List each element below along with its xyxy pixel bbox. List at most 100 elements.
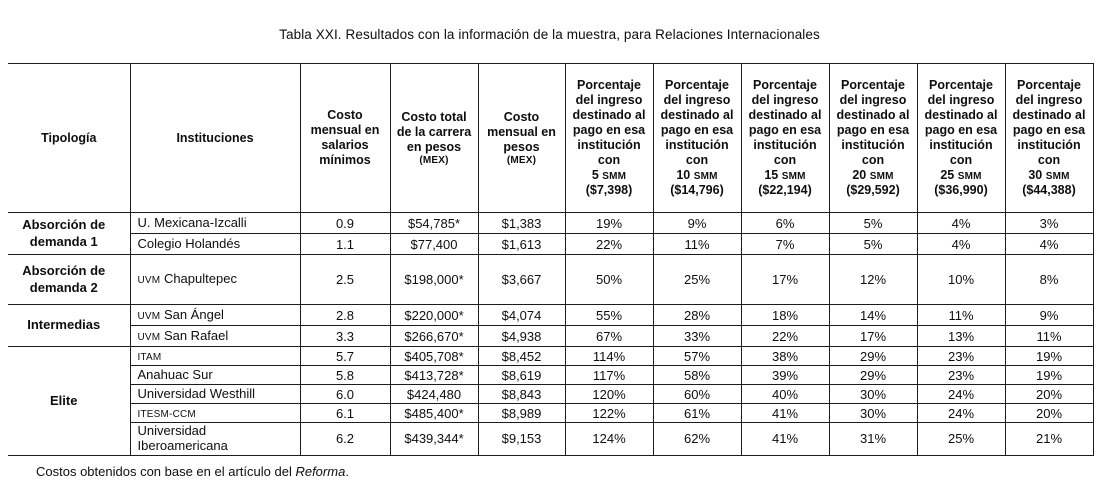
costo-mensual-cell: $8,452 xyxy=(477,346,566,366)
footnote-source: Reforma xyxy=(295,463,346,479)
institution-abbrev: UVM xyxy=(137,275,161,287)
table-row: Absorción de demanda 2 UVM Chapultepec 2… xyxy=(8,254,1094,305)
typology-cell: Absorción de demanda 2 xyxy=(8,254,131,305)
pct-cell: 7% xyxy=(740,233,830,255)
institution-abbrev: UVM xyxy=(137,310,161,322)
table-row: UVM San Rafael 3.3 $266,670* $4,938 67% … xyxy=(8,325,1094,347)
column-header-pct-10smm: Porcentaje del ingreso destinado al pago… xyxy=(652,63,742,213)
pct-cell: 19% xyxy=(1004,346,1094,366)
column-header-costo-salarios: Costo mensual en salarios mínimos xyxy=(299,63,391,213)
unit-mex: (MEX) xyxy=(419,154,449,166)
column-header-instituciones: Instituciones xyxy=(129,63,301,213)
pct-cell: 41% xyxy=(740,422,830,456)
pct-cell: 12% xyxy=(828,254,918,305)
table-header: Tipología Instituciones Costo mensual en… xyxy=(8,63,1094,213)
pct-cell: 20% xyxy=(1004,384,1094,404)
pct-cell: 25% xyxy=(652,254,742,305)
institution-abbrev: UVM xyxy=(137,331,161,343)
costo-mensual-cell: $3,667 xyxy=(477,254,566,305)
pct-cell: 41% xyxy=(740,403,830,423)
pct-cell: 6% xyxy=(740,212,830,234)
salarios-cell: 6.0 xyxy=(299,384,391,404)
pct-cell: 23% xyxy=(916,365,1006,385)
pct-cell: 14% xyxy=(828,304,918,326)
pct-cell: 124% xyxy=(564,422,654,456)
pct-cell: 29% xyxy=(828,346,918,366)
institution-name: Colegio Holandés xyxy=(137,235,241,251)
pct-cell: 19% xyxy=(1004,365,1094,385)
pct-cell: 3% xyxy=(1004,212,1094,234)
pct-cell: 10% xyxy=(916,254,1006,305)
typology-cell: Intermedias xyxy=(8,304,131,347)
pct-cell: 120% xyxy=(564,384,654,404)
salarios-cell: 0.9 xyxy=(299,212,391,234)
pct-cell: 19% xyxy=(564,212,654,234)
pct-cell: 40% xyxy=(740,384,830,404)
pct-cell: 50% xyxy=(564,254,654,305)
institution-cell: Colegio Holandés xyxy=(129,233,301,255)
institution-name: Universidad Westhill xyxy=(137,385,256,401)
institution-cell: Anahuac Sur xyxy=(129,365,301,385)
pct-cell: 117% xyxy=(564,365,654,385)
pct-cell: 20% xyxy=(1004,403,1094,423)
institution-name: San Ángel xyxy=(160,306,224,322)
pct-cell: 8% xyxy=(1004,254,1094,305)
table-row: Colegio Holandés 1.1 $77,400 $1,613 22% … xyxy=(8,233,1094,255)
salarios-cell: 5.7 xyxy=(299,346,391,366)
salarios-cell: 6.1 xyxy=(299,403,391,423)
costo-total-cell: $220,000* xyxy=(389,304,479,326)
institution-cell: ITAM xyxy=(129,346,301,366)
table-row: Anahuac Sur 5.8 $413,728* $8,619 117% 58… xyxy=(8,365,1094,385)
costo-total-cell: $413,728* xyxy=(389,365,479,385)
costo-mensual-cell: $8,619 xyxy=(477,365,566,385)
table-title: Tabla XXI. Resultados con la información… xyxy=(279,27,820,42)
salarios-cell: 6.2 xyxy=(299,422,391,456)
costo-mensual-cell: $8,843 xyxy=(477,384,566,404)
institution-cell: Universidad Iberoamericana xyxy=(129,422,301,456)
institution-name: Universidad Iberoamericana xyxy=(137,423,228,453)
column-header-costo-total: Costo total de la carrera en pesos (MEX) xyxy=(389,63,479,213)
unit-mex: (MEX) xyxy=(506,154,537,166)
pct-cell: 17% xyxy=(828,325,918,347)
footnote-text: Costos obtenidos con base en el artículo… xyxy=(36,463,296,479)
institution-name: San Rafael xyxy=(160,327,229,343)
institution-cell: U. Mexicana-Izcalli xyxy=(129,212,301,234)
costo-mensual-cell: $1,613 xyxy=(477,233,566,255)
institution-cell: UVM Chapultepec xyxy=(129,254,301,305)
column-header-pct-20smm: Porcentaje del ingreso destinado al pago… xyxy=(828,63,918,213)
table-row: Elite ITAM 5.7 $405,708* $8,452 114% 57%… xyxy=(8,346,1094,456)
column-header-pct-30smm: Porcentaje del ingreso destinado al pago… xyxy=(1004,63,1094,213)
costo-mensual-cell: $1,383 xyxy=(477,212,566,234)
pct-cell: 5% xyxy=(828,212,918,234)
institution-cell: Universidad Westhill xyxy=(129,384,301,404)
pct-cell: 17% xyxy=(740,254,830,305)
costo-total-cell: $54,785* xyxy=(389,212,479,234)
institution-cell: UVM San Ángel xyxy=(129,304,301,326)
results-table: Tipología Instituciones Costo mensual en… xyxy=(8,63,1094,456)
table-footnote: Costos obtenidos con base en el artículo… xyxy=(36,464,1099,479)
pct-cell: 39% xyxy=(740,365,830,385)
pct-cell: 11% xyxy=(652,233,742,255)
pct-cell: 122% xyxy=(564,403,654,423)
institution-abbrev: ITAM xyxy=(137,351,162,363)
pct-cell: 9% xyxy=(1004,304,1094,326)
pct-cell: 55% xyxy=(564,304,654,326)
pct-cell: 18% xyxy=(740,304,830,326)
salarios-cell: 2.5 xyxy=(299,254,391,305)
costo-mensual-cell: $4,938 xyxy=(477,325,566,347)
costo-total-cell: $266,670* xyxy=(389,325,479,347)
costo-total-cell: $405,708* xyxy=(389,346,479,366)
column-header-pct-5smm: Porcentaje del ingreso destinado al pago… xyxy=(564,63,654,213)
pct-cell: 114% xyxy=(564,346,654,366)
pct-cell: 13% xyxy=(916,325,1006,347)
pct-cell: 11% xyxy=(916,304,1006,326)
salarios-cell: 5.8 xyxy=(299,365,391,385)
costo-total-cell: $424,480 xyxy=(389,384,479,404)
table-row: Universidad Westhill 6.0 $424,480 $8,843… xyxy=(8,384,1094,404)
salarios-cell: 1.1 xyxy=(299,233,391,255)
pct-cell: 60% xyxy=(652,384,742,404)
institution-name: Anahuac Sur xyxy=(137,366,213,382)
institution-cell: ITESM-CCM xyxy=(129,403,301,423)
column-header-tipologia: Tipología xyxy=(8,63,131,213)
pct-cell: 30% xyxy=(828,403,918,423)
